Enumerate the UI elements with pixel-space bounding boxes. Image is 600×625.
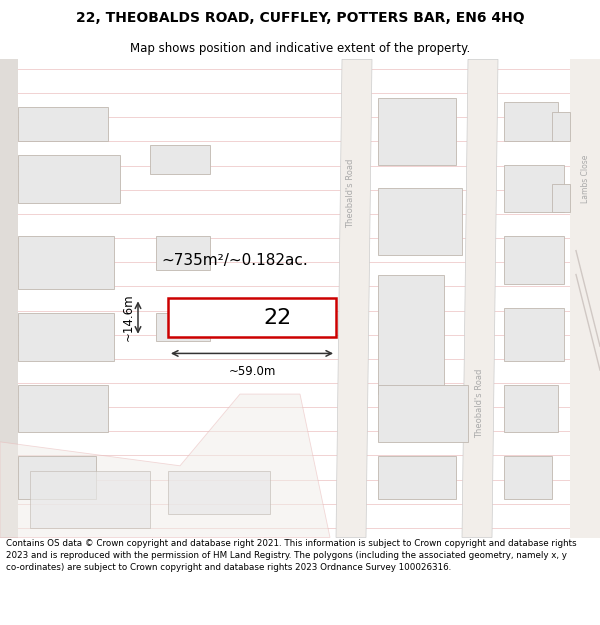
Bar [570, 59, 600, 538]
Text: ~14.6m: ~14.6m [122, 294, 135, 341]
Bar [504, 456, 552, 499]
Bar [156, 236, 210, 270]
Bar [378, 98, 456, 164]
Text: ~735m²/~0.182ac.: ~735m²/~0.182ac. [162, 253, 308, 268]
Bar [168, 298, 336, 337]
Bar [504, 236, 564, 284]
Text: Lambs Close: Lambs Close [581, 155, 589, 203]
Text: ~59.0m: ~59.0m [229, 366, 275, 378]
Bar [378, 189, 462, 256]
Polygon shape [336, 59, 372, 538]
Polygon shape [0, 394, 330, 538]
Bar [30, 471, 150, 528]
Bar [552, 112, 570, 141]
Bar [0, 59, 18, 538]
Bar [18, 384, 108, 432]
Bar [168, 471, 270, 514]
Bar [156, 312, 210, 341]
Bar [504, 308, 564, 361]
Bar [552, 184, 570, 213]
Bar [504, 384, 558, 432]
Bar [18, 456, 96, 499]
Bar [18, 236, 114, 289]
Text: Contains OS data © Crown copyright and database right 2021. This information is : Contains OS data © Crown copyright and d… [6, 539, 577, 572]
Bar [378, 384, 468, 442]
Text: Theobald's Road: Theobald's Road [347, 159, 355, 228]
Bar [18, 107, 108, 141]
Text: 22: 22 [263, 308, 292, 328]
Bar [150, 146, 210, 174]
Bar [378, 274, 444, 394]
Text: 22, THEOBALDS ROAD, CUFFLEY, POTTERS BAR, EN6 4HQ: 22, THEOBALDS ROAD, CUFFLEY, POTTERS BAR… [76, 11, 524, 25]
Text: Map shows position and indicative extent of the property.: Map shows position and indicative extent… [130, 42, 470, 55]
Bar [378, 456, 456, 499]
Bar [18, 312, 114, 361]
Text: Theobald's Road: Theobald's Road [476, 369, 485, 438]
Bar [504, 164, 564, 212]
Bar [504, 102, 558, 141]
Polygon shape [462, 59, 498, 538]
Bar [18, 155, 120, 202]
